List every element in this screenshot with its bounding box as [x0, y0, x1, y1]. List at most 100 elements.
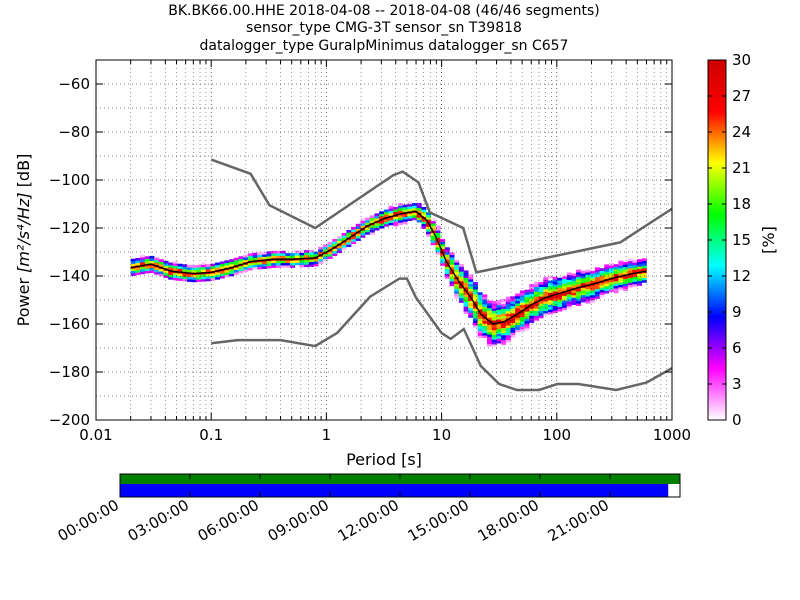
psd-density-cell [491, 308, 497, 311]
psd-density-cell [608, 282, 614, 285]
psd-density-cell [562, 281, 568, 284]
psd-density-cell [491, 334, 497, 338]
psd-density-cell [552, 283, 558, 287]
psd-density-cell [454, 264, 460, 268]
psd-density-cell [383, 223, 389, 227]
psd-density-cell [519, 300, 525, 303]
psd-density-cell [599, 292, 605, 295]
psd-density-cell [594, 291, 600, 295]
psd-density-cell [585, 281, 591, 285]
psd-density-cell [599, 289, 605, 293]
psd-density-cell [322, 246, 328, 250]
psd-density-cell [510, 327, 516, 331]
psd-density-cell [519, 307, 525, 310]
psd-density-cell [449, 252, 455, 256]
psd-density-cell [543, 277, 549, 280]
psd-density-cell [355, 235, 361, 239]
psd-density-cell [449, 273, 455, 277]
psd-density-cell [205, 269, 211, 272]
psd-density-cell [608, 284, 614, 288]
psd-density-cell [529, 284, 535, 287]
psd-density-cell [482, 299, 488, 302]
psd-density-cell [182, 269, 188, 272]
psd-density-cell [463, 277, 469, 281]
psd-density-cell [618, 277, 624, 281]
psd-density-cell [463, 306, 469, 310]
psd-density-cell [632, 262, 638, 266]
psd-density-cell [641, 265, 647, 269]
x-tick-label: 1000 [653, 426, 691, 444]
coverage-time-label: 06:00:00 [195, 496, 262, 545]
psd-density-cell [580, 282, 586, 286]
psd-density-cell [576, 269, 582, 273]
psd-density-cell [599, 282, 605, 286]
psd-density-cell [341, 247, 347, 251]
psd-density-cell [590, 285, 596, 289]
psd-density-cell [482, 304, 488, 307]
psd-density-cell [271, 262, 277, 266]
psd-density-cell [154, 271, 160, 275]
psd-density-cell [594, 288, 600, 292]
psd-density-cell [505, 322, 511, 326]
psd-density-cell [210, 263, 216, 267]
psd-density-cell [332, 243, 338, 247]
psd-density-cell [454, 286, 460, 289]
x-axis-label: Period [s] [346, 450, 422, 469]
psd-density-cell [186, 279, 192, 282]
psd-density-cell [463, 287, 469, 290]
psd-density-cell [576, 274, 582, 278]
psd-density-cell [463, 311, 469, 314]
psd-density-cell [369, 227, 375, 231]
colorbar-tick-label: 21 [732, 159, 751, 177]
psd-density-cell [580, 292, 586, 296]
psd-density-cell [130, 261, 136, 264]
psd-density-cell [529, 317, 535, 321]
psd-density-cell [487, 327, 493, 330]
psd-density-cell [412, 207, 417, 211]
psd-density-cell [524, 320, 530, 324]
psd-density-cell [510, 334, 516, 338]
psd-density-cell [505, 303, 511, 307]
psd-density-cell [454, 295, 460, 299]
psd-density-cell [604, 271, 610, 275]
psd-density-cell [388, 217, 394, 221]
psd-density-cell [172, 272, 178, 276]
psd-density-cell [458, 297, 464, 301]
psd-density-cell [205, 273, 211, 277]
psd-density-cell [351, 226, 357, 230]
psd-density-cell [571, 299, 577, 303]
psd-density-cell [496, 311, 502, 315]
psd-density-cell [580, 294, 586, 298]
psd-density-cell [308, 254, 314, 258]
psd-density-cell [243, 264, 249, 268]
psd-density-cell [519, 319, 525, 322]
y-axis-label-units: [m²/s⁴/Hz] [14, 192, 33, 272]
psd-density-cell [247, 267, 253, 271]
psd-density-cell [219, 261, 225, 265]
psd-density-cell [276, 262, 282, 266]
data-coverage-bar: 00:00:00 03:00:00 06:00:00 09:00:00 12:00:00… [55, 473, 681, 545]
psd-density-cell [533, 310, 539, 314]
psd-density-cell [538, 313, 544, 316]
psd-density-cell [585, 286, 591, 290]
psd-density-cell [172, 268, 178, 271]
psd-density-cell [468, 315, 474, 318]
psd-density-cell [182, 273, 188, 277]
psd-density-cell [168, 274, 174, 278]
psd-density-cell [524, 316, 530, 319]
psd-density-cell [440, 239, 446, 242]
psd-density-cell [201, 262, 206, 265]
psd-density-cell [402, 207, 408, 210]
psd-density-cell [308, 252, 314, 255]
psd-density-cell [468, 298, 474, 301]
psd-density-cell [393, 223, 399, 227]
psd-density-cell [332, 253, 338, 257]
psd-density-cell [271, 255, 277, 259]
colorbar-tick-label: 6 [732, 339, 742, 357]
psd-density-cell [332, 241, 338, 245]
psd-density-cell [144, 256, 150, 259]
psd-density-cell [360, 220, 366, 224]
psd-density-cell [435, 235, 441, 238]
psd-density-cell [477, 301, 483, 305]
